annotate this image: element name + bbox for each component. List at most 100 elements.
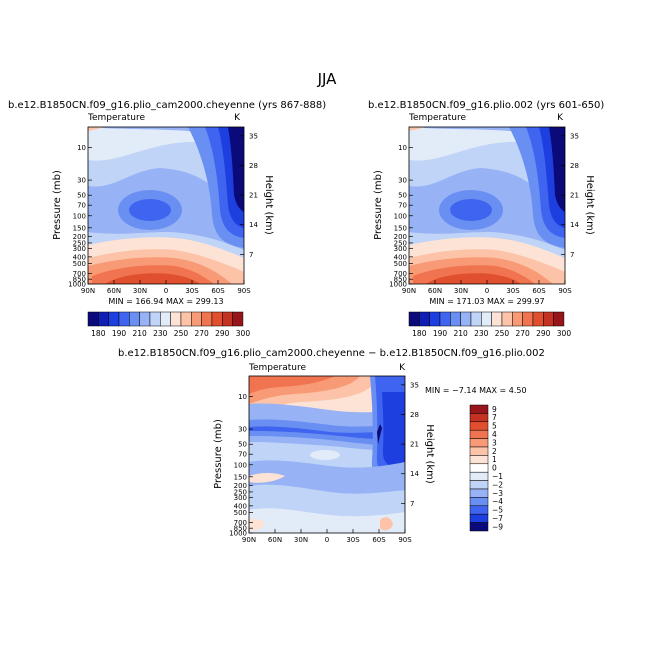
colorbar-swatch [512, 311, 523, 327]
colorbar-label: 4 [492, 430, 497, 439]
colorbar-swatch [469, 413, 489, 423]
x-tick-label: 60S [372, 536, 386, 544]
y-tick-label: 70 [77, 202, 86, 210]
x-tick-label: 30N [133, 287, 147, 295]
x-tick-label: 60N [107, 287, 121, 295]
band-19 [249, 519, 265, 531]
colorbar-swatch [532, 311, 544, 327]
colorbar-swatch [469, 463, 489, 473]
band-11 [382, 392, 405, 470]
x-tick-label: 60S [211, 287, 225, 295]
colorbar-swatch [469, 404, 489, 414]
y-tick-label: 850 [73, 276, 86, 284]
y2-tick-label: 14 [410, 470, 419, 478]
colorbar-swatch [469, 522, 489, 532]
panel-2-y2-axis-label: Height (km) [584, 175, 595, 235]
band-11 [105, 273, 200, 284]
x-tick-label: 0 [325, 536, 329, 544]
colorbar-swatch [481, 311, 492, 327]
panel-3-variable-label: Temperature [248, 363, 306, 373]
y-tick-label: 400 [73, 253, 86, 261]
y2-tick-label: 7 [410, 500, 414, 508]
x-tick-label: 30N [294, 536, 308, 544]
colorbar-label: 230 [153, 329, 168, 338]
y2-tick-label: 21 [570, 192, 579, 200]
panel-3-y-axis-label: Pressure (mb) [213, 419, 224, 489]
colorbar-swatch [469, 513, 489, 523]
y2-tick-label: 28 [410, 411, 419, 419]
x-tick-label: 90N [402, 287, 416, 295]
x-tick-label: 90S [237, 287, 251, 295]
colorbar-label: 2 [492, 447, 497, 456]
y2-tick-label: 7 [570, 251, 574, 259]
colorbar-swatch [201, 311, 213, 327]
panel-2-contour-field [409, 127, 565, 284]
colorbar-swatch [139, 311, 151, 327]
band-8 [249, 426, 405, 440]
colorbar-label: 250 [174, 329, 189, 338]
panel-2-y2-ticks: 35 28 21 14 7 [561, 132, 579, 259]
y-tick-label: 500 [394, 260, 407, 268]
colorbar-swatch [469, 471, 489, 481]
band-18 [88, 127, 105, 131]
panel-2-y-axis-label: Pressure (mb) [373, 170, 384, 240]
y-tick-label: 1000 [389, 281, 407, 289]
y-tick-label: 100 [234, 461, 247, 469]
colorbar-swatch [522, 311, 534, 327]
y2-tick-label: 14 [249, 221, 258, 229]
colorbar-label: 0 [492, 464, 497, 473]
y2-tick-label: 35 [249, 132, 258, 140]
y-tick-label: 30 [238, 426, 247, 434]
colorbar-swatch [211, 311, 223, 327]
y-tick-label: 100 [73, 212, 86, 220]
panel-3-units-label: K [399, 363, 406, 373]
y-tick-label: 150 [394, 224, 407, 232]
panel-1-contour-field [88, 127, 244, 284]
y-tick-label: 700 [73, 270, 86, 278]
panel-1-units-label: K [234, 113, 241, 123]
colorbar-swatch [98, 311, 109, 327]
y-tick-label: 150 [234, 473, 247, 481]
y-tick-label: 150 [73, 224, 86, 232]
figure-title: JJA [317, 70, 338, 88]
y-tick-label: 100 [394, 212, 407, 220]
colorbar-label: 270 [515, 329, 530, 338]
panel-2-x-ticks: 90N 60N 30N 0 30S 60S 90S [402, 280, 572, 295]
colorbar-label: 180 [91, 329, 106, 338]
y2-tick-label: 35 [570, 132, 579, 140]
colorbar-label: 180 [412, 329, 427, 338]
colorbar-swatch [543, 311, 554, 327]
y-tick-label: 50 [398, 192, 407, 200]
panel-3-plot-area [248, 375, 406, 534]
colorbar-label: 290 [536, 329, 551, 338]
colorbar-swatch [170, 311, 182, 327]
panel-1-y2-ticks: 35 28 21 14 7 [240, 132, 258, 259]
colorbar-swatch [160, 311, 171, 327]
panel-1-title: b.e12.B1850CN.f09_g16.plio_cam2000.cheye… [8, 100, 326, 111]
panel-2-variable-label: Temperature [408, 113, 466, 123]
panel-1-stats: MIN = 166.94 MAX = 299.13 [108, 297, 223, 306]
colorbar-swatch [429, 311, 441, 327]
y-tick-label: 250 [73, 239, 86, 247]
colorbar-swatch [469, 455, 489, 465]
colorbar-swatch [469, 438, 489, 448]
x-tick-label: 0 [485, 287, 489, 295]
x-tick-label: 90S [398, 536, 412, 544]
band-18 [380, 517, 393, 531]
colorbar-label: 290 [215, 329, 230, 338]
y-tick-label: 700 [234, 519, 247, 527]
panel-1-plot-area [87, 126, 245, 285]
colorbar-swatch [460, 311, 472, 327]
colorbar-swatch [108, 311, 120, 327]
colorbar-label: 1 [492, 455, 497, 464]
panel-2-units-label: K [557, 113, 564, 123]
colorbar-swatch [469, 421, 489, 431]
y2-tick-label: 28 [570, 162, 579, 170]
x-tick-label: 90S [558, 287, 572, 295]
x-tick-label: 60N [268, 536, 282, 544]
panel-2: b.e12.B1850CN.f09_g16.plio.002 (yrs 601-… [368, 100, 604, 338]
y-tick-label: 70 [398, 202, 407, 210]
colorbar-label: −7 [492, 514, 503, 523]
y-tick-label: 200 [234, 482, 247, 490]
